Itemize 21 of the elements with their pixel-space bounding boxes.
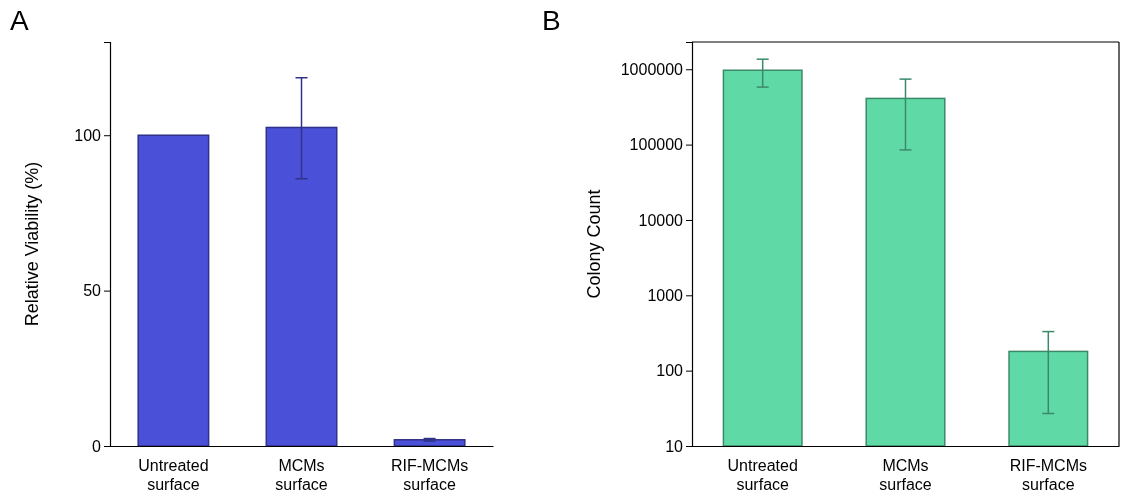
y-tick-label: 100	[74, 126, 102, 144]
x-tick-label: MCMs surface	[879, 457, 932, 493]
y-axis-title: Relative Viability (%)	[22, 161, 42, 327]
x-tick-label: RIF-MCMs surface	[390, 457, 469, 493]
y-axis-title: Colony Count	[584, 189, 604, 299]
text: A	[10, 5, 29, 36]
y-tick-label: 0	[92, 437, 102, 455]
y-tick-label: 10000	[638, 211, 684, 229]
text: B	[542, 5, 561, 36]
y-tick-label: 100000	[629, 136, 684, 154]
bar	[393, 439, 466, 447]
y-tick-label: 1000000	[620, 60, 684, 78]
y-tick-label: 1000	[647, 286, 684, 304]
y-tick-label: 10	[665, 437, 684, 455]
x-tick-label: RIF-MCMs surface	[1009, 457, 1087, 493]
y-tick-label: 100	[656, 362, 684, 380]
x-tick-label: Untreated surface	[727, 457, 798, 493]
x-tick-label: MCMs surface	[275, 457, 328, 493]
y-tick-label: 50	[83, 282, 102, 300]
bar	[137, 134, 210, 447]
x-tick-label: Untreated surface	[138, 457, 209, 493]
